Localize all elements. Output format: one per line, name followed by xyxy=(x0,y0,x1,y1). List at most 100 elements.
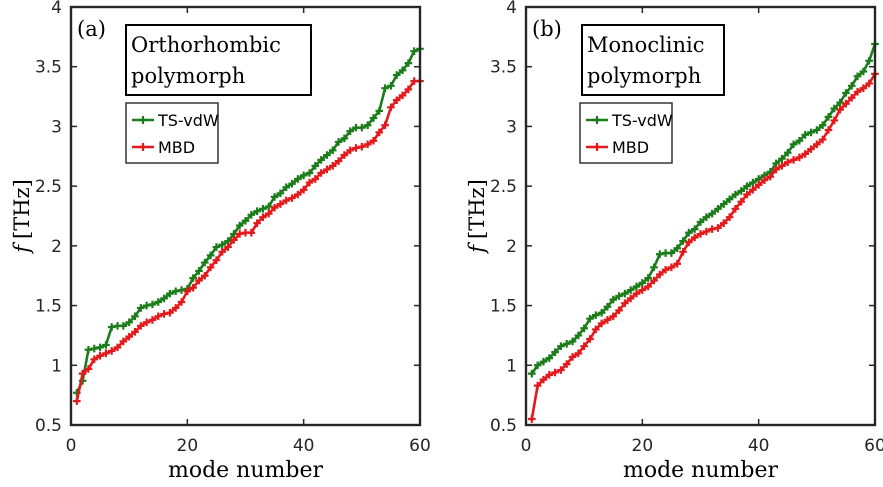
x-tick-label: 20 xyxy=(177,436,199,456)
data-point xyxy=(142,318,151,327)
data-point xyxy=(632,282,641,291)
data-point xyxy=(212,243,221,251)
data-point xyxy=(107,347,116,355)
y-axis-label: f [THz] xyxy=(10,179,34,255)
data-point xyxy=(824,113,833,121)
panel-label: (b) xyxy=(532,17,562,41)
data-point xyxy=(224,243,232,251)
data-point xyxy=(743,182,751,190)
data-point xyxy=(171,287,180,296)
data-point xyxy=(363,140,372,149)
data-point xyxy=(562,360,571,368)
data-point xyxy=(667,263,676,272)
data-point xyxy=(113,343,122,352)
data-point xyxy=(824,126,833,134)
data-point xyxy=(259,213,267,221)
data-point xyxy=(276,200,285,208)
data-point xyxy=(847,82,856,90)
data-point xyxy=(708,209,716,218)
data-point xyxy=(363,121,372,130)
data-point xyxy=(73,397,81,405)
data-point xyxy=(294,175,302,183)
data-point xyxy=(783,148,792,157)
data-point xyxy=(270,203,279,212)
annotation-box xyxy=(581,24,725,96)
data-point xyxy=(557,366,565,374)
data-point xyxy=(807,145,815,153)
data-point xyxy=(410,47,418,55)
data-point xyxy=(638,286,647,294)
data-point xyxy=(107,323,116,331)
data-point xyxy=(398,91,407,100)
data-point xyxy=(102,341,110,349)
data-point xyxy=(381,121,389,130)
data-point xyxy=(708,225,716,233)
data-point xyxy=(358,123,366,132)
data-point xyxy=(621,289,629,298)
x-axis-label: mode number xyxy=(623,458,779,483)
data-point xyxy=(632,289,641,298)
data-point xyxy=(299,171,308,180)
annotation-box xyxy=(125,24,312,96)
data-point xyxy=(574,331,583,340)
data-point xyxy=(638,279,647,287)
data-point xyxy=(247,228,256,237)
data-point xyxy=(311,175,320,183)
data-point xyxy=(404,85,413,94)
data-point xyxy=(218,248,227,256)
data-point xyxy=(609,312,618,321)
series-mbd xyxy=(528,70,879,423)
y-tick-label: 4 xyxy=(51,0,62,18)
data-point xyxy=(562,339,571,348)
data-point xyxy=(719,200,728,208)
x-tick-label: 60 xyxy=(409,436,431,456)
data-point xyxy=(702,213,711,221)
data-point xyxy=(551,368,559,377)
data-point xyxy=(288,179,296,188)
data-point xyxy=(148,316,157,324)
data-point xyxy=(206,251,215,260)
data-point xyxy=(615,292,623,300)
data-point xyxy=(714,205,722,213)
y-tick-label: 2.5 xyxy=(35,177,62,197)
data-point xyxy=(334,138,343,146)
data-point xyxy=(247,211,256,219)
data-point xyxy=(78,369,87,378)
data-point xyxy=(725,195,734,204)
data-point xyxy=(90,355,99,364)
data-point xyxy=(754,181,763,189)
data-point xyxy=(859,67,868,76)
data-point xyxy=(539,375,548,384)
data-point xyxy=(154,298,163,306)
data-point xyxy=(381,84,389,93)
data-point xyxy=(195,276,203,285)
data-point xyxy=(673,244,682,253)
data-point xyxy=(853,87,862,96)
data-point xyxy=(148,300,157,309)
data-point xyxy=(241,216,250,225)
data-point xyxy=(311,162,320,170)
data-point xyxy=(96,343,104,352)
y-axis-unit: [THz] xyxy=(465,179,489,239)
series-ts-vdw xyxy=(73,45,424,397)
data-point xyxy=(369,136,378,145)
data-point xyxy=(679,248,687,256)
data-point xyxy=(836,98,844,107)
x-axis-label: mode number xyxy=(168,458,324,483)
data-point xyxy=(568,337,577,346)
data-point xyxy=(84,365,93,373)
legend: TS-vdW MBD xyxy=(579,102,673,164)
data-point xyxy=(772,165,780,174)
data-point xyxy=(404,59,413,67)
data-point xyxy=(299,185,308,194)
data-point xyxy=(597,308,606,317)
data-point xyxy=(545,354,554,362)
legend-label: MBD xyxy=(612,138,649,157)
data-point xyxy=(568,353,577,361)
data-point xyxy=(626,286,635,294)
data-point xyxy=(592,311,600,319)
data-point xyxy=(783,158,792,167)
data-point xyxy=(317,169,325,177)
data-point xyxy=(392,96,401,104)
data-point xyxy=(154,312,163,321)
